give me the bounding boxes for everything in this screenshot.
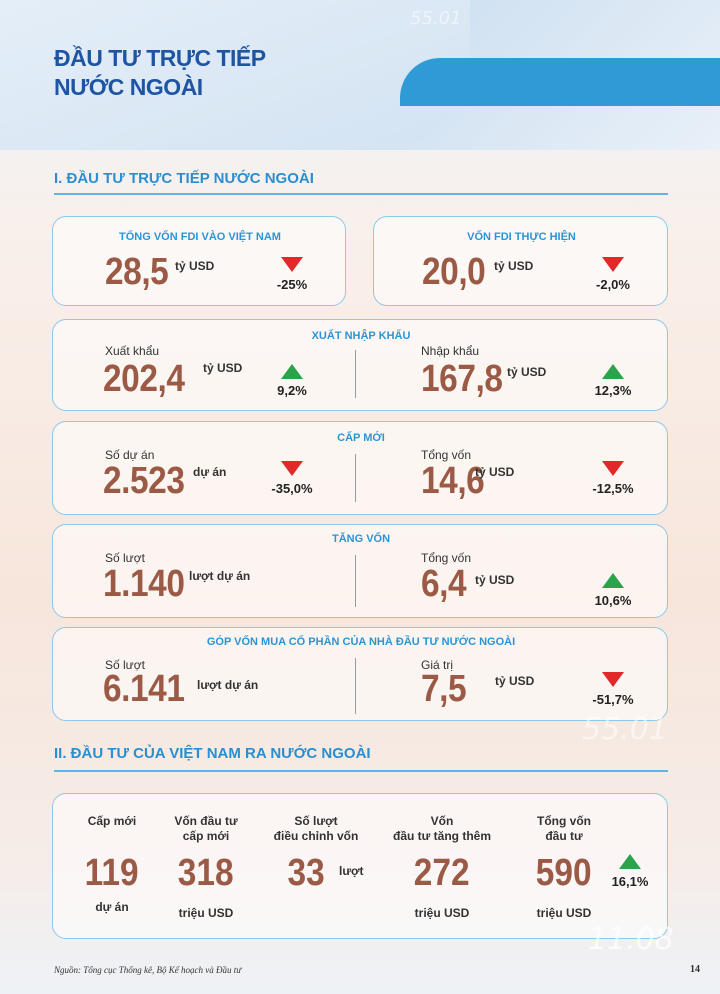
card-label: CẤP MỚI <box>337 432 385 444</box>
source-note: Nguồn: Tổng cục Thống kê, Bộ Kế hoạch và… <box>54 965 242 975</box>
card-capital-increase: TĂNG VỐN Số lượt 1.140 lượt dự án Tổng v… <box>52 524 668 618</box>
column-unit: triệu USD <box>414 906 470 920</box>
caption: Tổng vốn <box>421 448 472 462</box>
caption: Số dự án <box>105 448 155 462</box>
change-percent: -2,0% <box>596 277 630 292</box>
caption: Nhập khẩu <box>421 344 480 358</box>
value: 6,4 <box>421 563 467 605</box>
divider <box>355 454 356 502</box>
card-total-fdi: TỔNG VỐN FDI VÀO VIỆT NAM 28,5 tỷ USD -2… <box>52 216 346 306</box>
trend-down-icon <box>602 672 624 687</box>
unit: tỷ USD <box>495 674 535 688</box>
unit: tỷ USD <box>507 365 547 379</box>
decorative-number: 11.08 <box>588 922 674 957</box>
column-head: Vốn đầu tư tăng thêm <box>392 814 492 843</box>
value: 28,5 <box>105 251 169 293</box>
value: 14,6 <box>421 460 485 502</box>
column-value: 33 <box>287 852 325 894</box>
trend-down-icon <box>281 257 303 272</box>
change-percent: 16,1% <box>611 874 649 889</box>
column-value: 590 <box>536 852 592 894</box>
column-unit: triệu USD <box>178 906 234 920</box>
change-percent: -51,7% <box>592 692 634 707</box>
divider <box>355 555 356 607</box>
section-2-title: II. ĐẦU TƯ CỦA VIỆT NAM RA NƯỚC NGOÀI <box>54 745 371 762</box>
trend-up-icon <box>602 364 624 379</box>
unit: lượt dự án <box>189 569 251 583</box>
value: 20,0 <box>422 251 486 293</box>
section-1-rule <box>54 193 668 195</box>
card-label: TĂNG VỐN <box>331 533 391 545</box>
unit: tỷ USD <box>475 573 515 587</box>
value: 2.523 <box>103 460 185 502</box>
caption: Tổng vốn <box>421 551 472 565</box>
divider <box>355 350 356 398</box>
trend-down-icon <box>281 461 303 476</box>
column-value: 318 <box>178 852 234 894</box>
card-trade: XUẤT NHẬP KHẨU Xuất khẩu 202,4 tỷ USD 9,… <box>52 319 668 411</box>
change-percent: -25% <box>276 277 308 292</box>
section-1-title: I. ĐẦU TƯ TRỰC TIẾP NƯỚC NGOÀI <box>54 170 314 187</box>
trend-down-icon <box>602 461 624 476</box>
decorative-number: 55.01 <box>582 712 668 747</box>
card-label: VỐN FDI THỰC HIỆN <box>467 231 576 243</box>
divider <box>355 658 356 714</box>
caption: Số lượt <box>105 658 145 672</box>
column-unit: lượt <box>339 864 364 878</box>
value: 202,4 <box>103 358 185 400</box>
card-new-investment: CẤP MỚI Số dự án 2.523 dự án -35,0% Tổng… <box>52 421 668 515</box>
change-percent: -35,0% <box>271 481 313 496</box>
page-number: 14 <box>690 964 700 975</box>
unit: tỷ USD <box>203 361 243 375</box>
caption: Xuất khẩu <box>105 344 160 358</box>
card-fdi-realized: VỐN FDI THỰC HIỆN 20,0 tỷ USD -2,0% <box>373 216 668 306</box>
caption: Giá trị <box>421 658 454 672</box>
unit: dự án <box>193 465 227 479</box>
column-value: 119 <box>85 852 139 894</box>
card-label: GÓP VỐN MUA CỔ PHẦN CỦA NHÀ ĐẦU TƯ NƯỚC … <box>206 636 516 648</box>
change-percent: 10,6% <box>594 593 632 608</box>
change-percent: 9,2% <box>277 383 307 398</box>
decorative-number: 55.01 <box>410 8 462 29</box>
column-head: Tổng vốn đầu tư <box>537 814 591 843</box>
trend-up-icon <box>619 854 641 869</box>
value: 7,5 <box>421 668 467 710</box>
header-curve <box>0 0 470 150</box>
value: 167,8 <box>421 358 503 400</box>
value: 6.141 <box>103 668 185 710</box>
change-percent: 12,3% <box>594 383 632 398</box>
caption: Số lượt <box>105 551 145 565</box>
value: 1.140 <box>103 563 185 605</box>
trend-down-icon <box>602 257 624 272</box>
column-head: Số lượt điều chỉnh vốn <box>273 814 359 843</box>
card-label: XUẤT NHẬP KHẨU <box>311 330 411 342</box>
card-share-purchase: GÓP VỐN MUA CỔ PHẦN CỦA NHÀ ĐẦU TƯ NƯỚC … <box>52 627 668 721</box>
column-head: Vốn đầu tư cấp mới <box>174 814 238 843</box>
column-unit: triệu USD <box>536 906 592 920</box>
trend-up-icon <box>602 573 624 588</box>
trend-up-icon <box>281 364 303 379</box>
column-head: Cấp mới <box>87 814 137 828</box>
page-title: ĐẦU TƯ TRỰC TIẾP NƯỚC NGOÀI <box>54 45 266 100</box>
card-outward-investment: Cấp mới 119 dự án Vốn đầu tư cấp mới 318… <box>52 793 668 939</box>
column-value: 272 <box>414 852 470 894</box>
unit: tỷ USD <box>175 259 215 273</box>
card-label: TỔNG VỐN FDI VÀO VIỆT NAM <box>119 231 281 243</box>
unit: tỷ USD <box>475 465 515 479</box>
unit: tỷ USD <box>494 259 534 273</box>
unit: lượt dự án <box>197 678 259 692</box>
column-unit: dự án <box>95 900 129 914</box>
section-2-rule <box>54 770 668 772</box>
change-percent: -12,5% <box>592 481 634 496</box>
header-accent-band <box>400 58 720 106</box>
